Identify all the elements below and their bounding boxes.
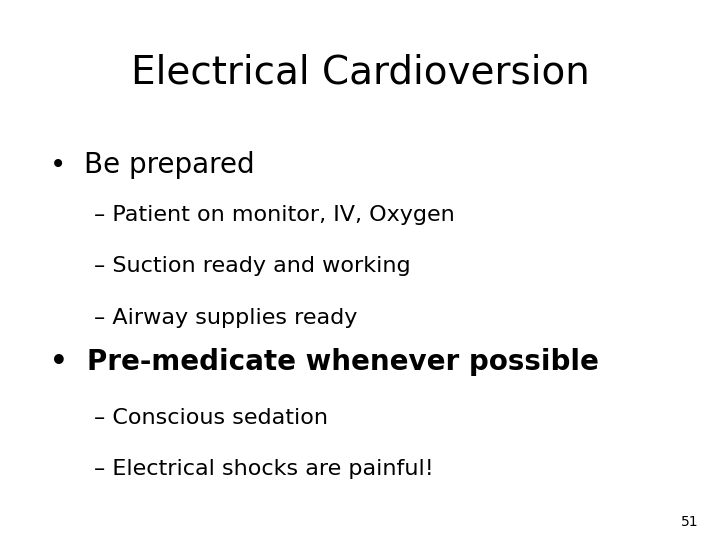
Text: •  Be prepared: • Be prepared xyxy=(50,151,255,179)
Text: – Suction ready and working: – Suction ready and working xyxy=(94,256,410,276)
Text: – Conscious sedation: – Conscious sedation xyxy=(94,408,328,428)
Text: – Airway supplies ready: – Airway supplies ready xyxy=(94,308,357,328)
Text: 51: 51 xyxy=(681,515,698,529)
Text: – Patient on monitor, IV, Oxygen: – Patient on monitor, IV, Oxygen xyxy=(94,205,454,225)
Text: Electrical Cardioversion: Electrical Cardioversion xyxy=(130,54,590,92)
Text: – Electrical shocks are painful!: – Electrical shocks are painful! xyxy=(94,459,433,479)
Text: •  Pre-medicate whenever possible: • Pre-medicate whenever possible xyxy=(50,348,599,376)
